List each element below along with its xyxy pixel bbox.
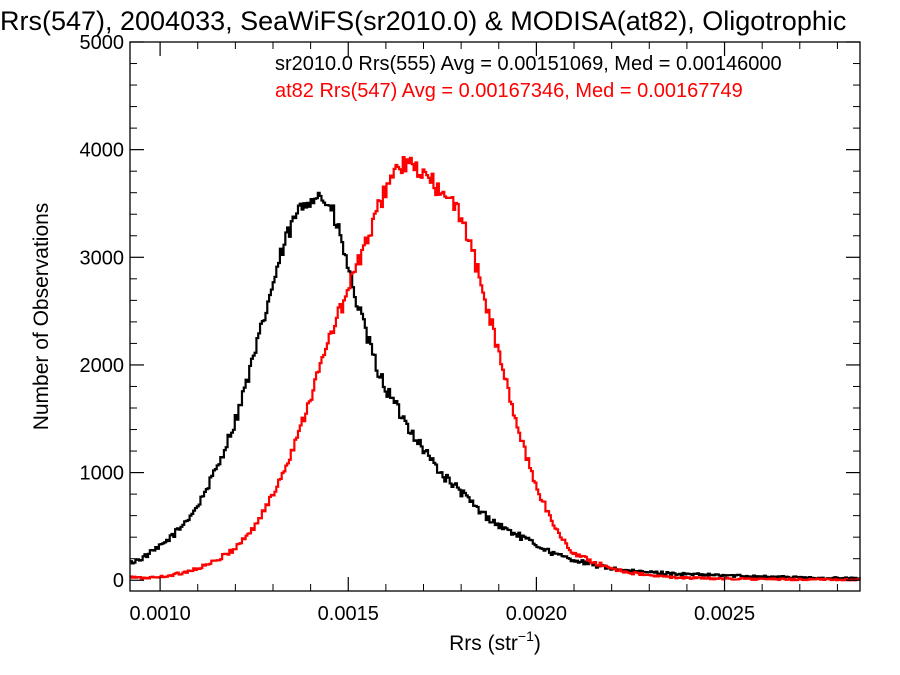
y-tick-label: 3000: [80, 247, 125, 269]
plot-frame: [129, 41, 861, 592]
x-axis-label: Rrs (str−1): [449, 628, 541, 655]
y-axis-label: Number of Observations: [30, 203, 53, 431]
legend-entry-seawifs: sr2010.0 Rrs(555) Avg = 0.00151069, Med …: [275, 53, 782, 75]
x-tick-label: 0.0010: [130, 603, 191, 625]
chart-title: Rrs(547), 2004033, SeaWiFS(sr2010.0) & M…: [0, 6, 846, 36]
ticks-layer: 0.0010 0.0015 0.0020 0.0025 0 1000 2000 3000 400…: [80, 32, 860, 625]
series-line-modisa: [130, 156, 861, 582]
x-axis-label-exponent: −1: [518, 628, 534, 644]
x-tick-label: 0.0025: [694, 603, 755, 625]
series-layer: [130, 156, 861, 582]
legend-entry-modisa: at82 Rrs(547) Avg = 0.00167346, Med = 0.…: [275, 80, 743, 102]
series-line-seawifs: [130, 191, 861, 581]
x-tick-label: 0.0020: [506, 603, 567, 625]
y-tick-label: 1000: [80, 463, 125, 485]
y-tick-label: 4000: [80, 140, 125, 162]
y-tick-label: 0: [113, 570, 124, 592]
y-tick-label: 2000: [80, 355, 125, 377]
y-tick-label: 5000: [80, 32, 125, 54]
x-axis-label-close: ): [534, 632, 541, 655]
x-tick-label: 0.0015: [318, 603, 379, 625]
x-axis-label-main: Rrs (str: [449, 632, 518, 655]
